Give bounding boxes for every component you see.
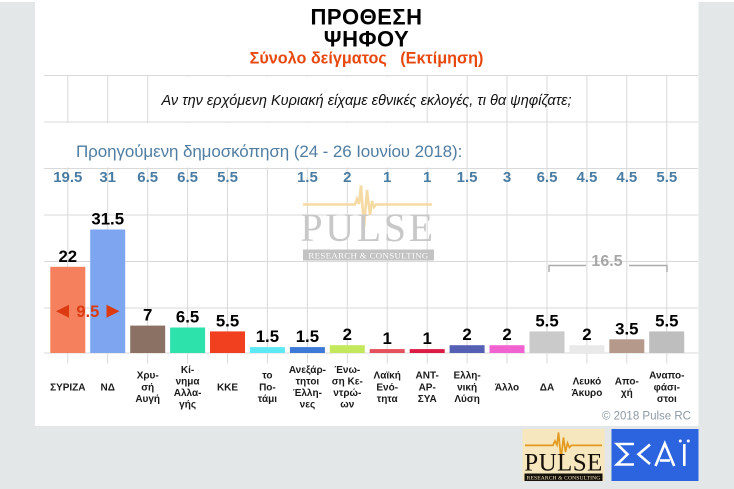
svg-text:ΔΑ: ΔΑ	[540, 382, 554, 393]
svg-text:φάσι-: φάσι-	[654, 382, 680, 393]
svg-text:5.5: 5.5	[655, 311, 678, 330]
svg-text:νημα: νημα	[176, 377, 201, 388]
svg-text:ΑΝΤ-: ΑΝΤ-	[416, 371, 439, 382]
svg-text:2: 2	[343, 169, 351, 186]
svg-text:Αναπο-: Αναπο-	[649, 371, 684, 382]
svg-text:Έλλη-: Έλλη-	[293, 388, 322, 399]
svg-text:το: το	[262, 371, 272, 382]
svg-text:χή: χή	[621, 388, 633, 399]
svg-text:1: 1	[423, 329, 432, 348]
svg-text:νες: νες	[300, 400, 316, 411]
svg-text:PULSE: PULSE	[300, 205, 435, 250]
svg-text:22: 22	[58, 247, 77, 266]
svg-text:1: 1	[383, 329, 392, 348]
svg-text:6.5: 6.5	[537, 169, 558, 186]
svg-text:RESEARCH & CONSULTING: RESEARCH & CONSULTING	[308, 251, 428, 261]
svg-text:Αν την ερχόμενη Κυριακή είχαμε: Αν την ερχόμενη Κυριακή είχαμε εθνικές ε…	[160, 93, 571, 109]
svg-text:6.5: 6.5	[137, 169, 158, 186]
svg-text:τάμι: τάμι	[258, 394, 277, 405]
svg-text:ντρώ-: ντρώ-	[333, 388, 361, 399]
svg-text:4.5: 4.5	[576, 169, 597, 186]
svg-text:1: 1	[423, 169, 431, 186]
svg-text:Χρυ-: Χρυ-	[137, 371, 159, 382]
svg-text:νική: νική	[457, 382, 477, 393]
svg-text:PULSE: PULSE	[524, 450, 602, 477]
svg-text:σή: σή	[141, 382, 154, 393]
svg-text:5.5: 5.5	[216, 311, 239, 330]
svg-text:2: 2	[343, 325, 352, 344]
svg-text:τητα: τητα	[377, 394, 399, 405]
svg-text:3.5: 3.5	[615, 319, 638, 338]
svg-text:Κί-: Κί-	[181, 365, 194, 376]
svg-text:9.5: 9.5	[76, 303, 99, 321]
svg-text:Απο-: Απο-	[615, 377, 639, 388]
svg-text:ΣΥΑ: ΣΥΑ	[418, 394, 437, 405]
svg-text:Πο-: Πο-	[259, 382, 276, 393]
svg-text:ων: ων	[340, 400, 354, 411]
svg-text:7: 7	[143, 306, 152, 325]
svg-text:2: 2	[502, 325, 511, 344]
svg-text:ΑΡ-: ΑΡ-	[419, 382, 436, 393]
svg-text:Λύση: Λύση	[454, 394, 479, 405]
svg-text:Ελλη-: Ελλη-	[453, 371, 480, 382]
svg-text:Σύνολο δείγματος (Εκτίμηση): Σύνολο δείγματος (Εκτίμηση)	[250, 50, 484, 68]
svg-text:5.5: 5.5	[217, 169, 238, 186]
svg-text:31.5: 31.5	[91, 210, 124, 229]
svg-text:τητοι: τητοι	[296, 377, 320, 388]
svg-text:3: 3	[503, 169, 511, 186]
svg-text:5.5: 5.5	[656, 169, 677, 186]
svg-text:16.5: 16.5	[591, 253, 622, 270]
svg-text:Αλλα-: Αλλα-	[174, 388, 202, 399]
svg-text:6.5: 6.5	[176, 308, 199, 327]
svg-text:ΣΥΡΙΖΑ: ΣΥΡΙΖΑ	[50, 382, 85, 393]
svg-text:2: 2	[462, 325, 471, 344]
svg-text:19.5: 19.5	[53, 169, 82, 186]
svg-text:Άκυρο: Άκυρο	[571, 388, 602, 399]
svg-text:Ενό-: Ενό-	[376, 382, 398, 393]
svg-text:5.5: 5.5	[535, 311, 558, 330]
svg-text:1: 1	[383, 169, 391, 186]
svg-text:31: 31	[99, 169, 116, 186]
svg-text:4.5: 4.5	[616, 169, 637, 186]
svg-text:ση Κε-: ση Κε-	[332, 377, 363, 388]
svg-text:6.5: 6.5	[177, 169, 198, 186]
svg-text:1.5: 1.5	[256, 327, 279, 346]
svg-text:1.5: 1.5	[457, 169, 478, 186]
svg-text:Ένω-: Ένω-	[334, 365, 360, 376]
svg-text:Αυγή: Αυγή	[135, 394, 160, 405]
svg-text:© 2018 Pulse RC: © 2018 Pulse RC	[602, 411, 691, 423]
svg-text:ΚΚΕ: ΚΚΕ	[217, 382, 238, 393]
svg-text:ΝΔ: ΝΔ	[100, 382, 114, 393]
svg-text:στοι: στοι	[657, 394, 677, 405]
svg-text:Λαϊκή: Λαϊκή	[374, 371, 401, 382]
svg-text:2: 2	[582, 325, 591, 344]
svg-text:RESEARCH & CONSULTING: RESEARCH & CONSULTING	[527, 476, 601, 482]
svg-text:1.5: 1.5	[297, 169, 318, 186]
svg-text:Άλλο: Άλλο	[495, 382, 519, 393]
svg-text:Προηγούμενη δημοσκόπηση (24 -: Προηγούμενη δημοσκόπηση (24 - 26 Ιουνίου…	[76, 142, 462, 161]
svg-text:ΠΡΟΘΕΣΗ: ΠΡΟΘΕΣΗ	[310, 5, 422, 30]
svg-text:1.5: 1.5	[296, 327, 319, 346]
svg-text:Ανεξάρ-: Ανεξάρ-	[289, 365, 326, 376]
svg-text:Λευκό: Λευκό	[573, 377, 602, 388]
svg-text:γής: γής	[179, 400, 196, 411]
svg-text:ΨΗΦΟΥ: ΨΗΦΟΥ	[324, 27, 409, 52]
